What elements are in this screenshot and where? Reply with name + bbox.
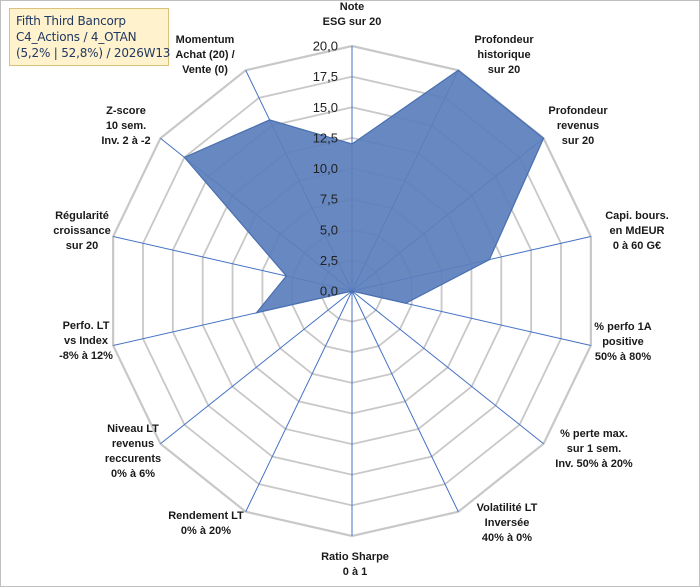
- axis-label: Note ESG sur 20: [323, 1, 382, 28]
- axis-label: Volatilité LT Inversée 40% à 0%: [477, 502, 538, 544]
- tick-label: 12,5: [313, 130, 338, 145]
- axis-spoke: [160, 290, 353, 445]
- tick-label: 0,0: [320, 284, 338, 299]
- axis-label: Capi. bours. en MdEUR 0 à 60 G€: [605, 210, 669, 252]
- series-area: [183, 69, 545, 314]
- axis-label: Profondeur historique sur 20: [474, 34, 534, 76]
- tick-label: 7,5: [320, 192, 338, 207]
- axis-label: Momentum Achat (20) / Vente (0): [175, 34, 234, 76]
- title-stats: (5,2% | 52,8%) / 2026W13: [16, 46, 171, 60]
- tick-label: 5,0: [320, 222, 338, 237]
- axis-label: % perfo 1A positive 50% à 80%: [594, 321, 652, 363]
- axis-label: Ratio Sharpe 0 à 1: [321, 551, 389, 578]
- title-box: Fifth Third Bancorp C4_Actions / 4_OTAN …: [9, 8, 171, 66]
- tick-label: 2,5: [320, 253, 338, 268]
- title-category: C4_Actions / 4_OTAN: [16, 30, 137, 44]
- tick-label: 20,0: [313, 39, 338, 54]
- axis-label: Régularité croissance sur 20: [53, 210, 110, 252]
- tick-label: 15,0: [313, 100, 338, 115]
- title-company: Fifth Third Bancorp: [16, 14, 126, 28]
- axis-spoke: [351, 290, 459, 512]
- tick-label: 17,5: [313, 69, 338, 84]
- axis-label: Niveau LT revenus reccurents 0% à 6%: [105, 423, 161, 480]
- axis-label: Profondeur revenus sur 20: [548, 105, 608, 147]
- axis-spoke: [245, 290, 353, 512]
- axis-label: Z-score 10 sem. Inv. 2 à -2: [101, 105, 150, 147]
- axis-spoke: [351, 290, 544, 445]
- tick-label: 10,0: [313, 161, 338, 176]
- axis-label: Perfo. LT vs Index -8% à 12%: [59, 320, 113, 362]
- axis-label: % perte max. sur 1 sem. Inv. 50% à 20%: [555, 428, 633, 470]
- axis-label: Rendement LT 0% à 20%: [168, 510, 244, 537]
